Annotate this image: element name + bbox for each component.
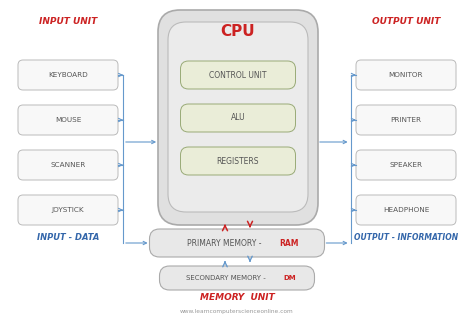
Text: INPUT - DATA: INPUT - DATA bbox=[37, 232, 99, 242]
FancyBboxPatch shape bbox=[149, 229, 325, 257]
FancyBboxPatch shape bbox=[158, 10, 318, 225]
Text: www.learncomputerscienceonline.com: www.learncomputerscienceonline.com bbox=[180, 308, 294, 314]
Text: CPU: CPU bbox=[221, 24, 255, 40]
Text: SCANNER: SCANNER bbox=[50, 162, 86, 168]
FancyBboxPatch shape bbox=[181, 61, 295, 89]
FancyBboxPatch shape bbox=[356, 195, 456, 225]
FancyBboxPatch shape bbox=[159, 266, 315, 290]
FancyBboxPatch shape bbox=[181, 104, 295, 132]
Text: PRINTER: PRINTER bbox=[391, 117, 421, 123]
Text: SPEAKER: SPEAKER bbox=[390, 162, 422, 168]
Text: OUTPUT - INFORMATION: OUTPUT - INFORMATION bbox=[354, 232, 458, 242]
FancyBboxPatch shape bbox=[181, 147, 295, 175]
FancyBboxPatch shape bbox=[18, 150, 118, 180]
Text: SECONDARY MEMORY -: SECONDARY MEMORY - bbox=[186, 275, 268, 281]
Text: DM: DM bbox=[283, 275, 296, 281]
FancyBboxPatch shape bbox=[18, 195, 118, 225]
Text: MONITOR: MONITOR bbox=[389, 72, 423, 78]
Text: KEYBOARD: KEYBOARD bbox=[48, 72, 88, 78]
Text: MOUSE: MOUSE bbox=[55, 117, 81, 123]
FancyBboxPatch shape bbox=[356, 150, 456, 180]
Text: HEADPHONE: HEADPHONE bbox=[383, 207, 429, 213]
FancyBboxPatch shape bbox=[18, 60, 118, 90]
Text: ALU: ALU bbox=[231, 113, 246, 122]
Text: JOYSTICK: JOYSTICK bbox=[52, 207, 84, 213]
Text: RAM: RAM bbox=[279, 238, 299, 248]
Text: REGISTERS: REGISTERS bbox=[217, 157, 259, 165]
Text: PRIMARY MEMORY -: PRIMARY MEMORY - bbox=[187, 238, 264, 248]
FancyBboxPatch shape bbox=[356, 60, 456, 90]
Text: MEMORY  UNIT: MEMORY UNIT bbox=[200, 294, 274, 302]
FancyBboxPatch shape bbox=[168, 22, 308, 212]
FancyBboxPatch shape bbox=[356, 105, 456, 135]
FancyBboxPatch shape bbox=[18, 105, 118, 135]
Text: OUTPUT UNIT: OUTPUT UNIT bbox=[372, 17, 440, 27]
Text: CONTROL UNIT: CONTROL UNIT bbox=[209, 70, 267, 80]
Text: INPUT UNIT: INPUT UNIT bbox=[39, 17, 97, 27]
